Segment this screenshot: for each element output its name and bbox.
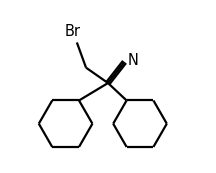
- Text: N: N: [128, 53, 138, 68]
- Text: Br: Br: [65, 24, 81, 39]
